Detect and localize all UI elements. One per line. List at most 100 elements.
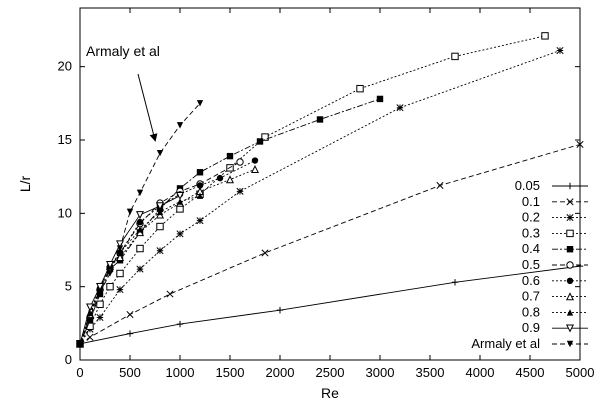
legend-label: 0.5 [522, 257, 540, 272]
x-tick-label: 1000 [166, 365, 195, 380]
legend-marker [566, 182, 574, 190]
data-point [136, 218, 144, 226]
data-point [95, 282, 105, 291]
legend-marker [566, 198, 574, 206]
legend-item: 0.7 [522, 289, 588, 304]
data-point [356, 84, 364, 93]
data-point [196, 182, 204, 189]
series-line [79, 50, 561, 345]
series-line [79, 160, 256, 345]
data-point [116, 269, 124, 278]
data-point [176, 320, 184, 328]
data-point [155, 202, 165, 211]
data-point [126, 310, 134, 319]
data-point [116, 245, 124, 252]
legend-label: 0.2 [522, 210, 540, 225]
data-point [126, 330, 134, 337]
data-point [251, 157, 259, 164]
y-tick-label: 0 [65, 352, 72, 367]
data-point [196, 100, 204, 107]
legend-item: Armaly et al [471, 336, 588, 351]
legend-label: 0.4 [522, 241, 540, 256]
data-point [376, 95, 384, 103]
legend-marker [566, 277, 574, 284]
data-point [196, 169, 204, 176]
series-5 [76, 95, 384, 348]
data-point [316, 116, 324, 123]
data-point [236, 187, 244, 195]
data-point [166, 290, 174, 298]
data-point [176, 198, 184, 205]
legend-label: 0.6 [522, 273, 540, 288]
legend-item: 0.3 [522, 225, 588, 240]
legend-item: 0.1 [522, 194, 588, 209]
annotation-arrow [137, 73, 158, 142]
x-tick-label: 1500 [216, 365, 245, 380]
data-point [156, 247, 164, 255]
y-tick-label: 15 [58, 132, 72, 147]
data-point [576, 140, 584, 148]
y-axis-label: L/r [17, 175, 33, 192]
legend-marker [566, 229, 574, 238]
data-point [96, 300, 104, 308]
data-point [76, 340, 84, 348]
y-tick-label: 10 [58, 205, 72, 220]
legend-marker [566, 261, 574, 269]
data-point [451, 279, 459, 286]
series-11 [76, 100, 204, 348]
legend-marker [565, 324, 575, 333]
legend-item: 0.05 [515, 178, 588, 193]
legend-marker [566, 340, 574, 348]
series-3 [76, 46, 564, 348]
x-tick-label: 0 [76, 365, 83, 380]
data-point [175, 192, 185, 201]
data-point [451, 52, 459, 61]
legend-item: 0.9 [522, 320, 588, 335]
data-point [436, 181, 444, 190]
x-tick-label: 3500 [416, 365, 445, 380]
legend-label: 0.9 [522, 320, 540, 335]
data-point [196, 192, 204, 199]
legend-item: 0.6 [522, 273, 588, 288]
data-point [216, 174, 224, 182]
legend-label: 0.05 [515, 178, 540, 193]
data-point [86, 317, 94, 324]
data-point [96, 313, 104, 322]
data-point [226, 152, 234, 160]
x-tick-label: 3000 [366, 365, 395, 380]
data-point [126, 208, 134, 216]
data-point [196, 217, 204, 225]
series-line [79, 103, 201, 345]
data-point [250, 165, 260, 174]
series-line [79, 143, 581, 345]
data-point [86, 333, 94, 341]
legend-item: 0.5 [522, 257, 588, 272]
series-line [79, 161, 241, 345]
series-line [79, 195, 181, 344]
series-1 [76, 262, 584, 348]
y-tick-label: 20 [58, 59, 72, 74]
legend-marker [565, 292, 575, 301]
legend-label: 0.8 [522, 304, 540, 319]
x-axis-label: Re [321, 385, 339, 401]
data-point [135, 211, 145, 220]
data-point [256, 138, 264, 145]
series-line [79, 98, 381, 345]
legend-marker [566, 246, 574, 253]
data-point [116, 286, 124, 294]
data-point [156, 222, 164, 231]
data-point [176, 230, 184, 238]
legend-item: 0.2 [522, 210, 588, 225]
legend-item: 0.8 [522, 304, 588, 319]
data-point [276, 306, 284, 314]
data-point [176, 122, 184, 129]
data-point [106, 270, 114, 277]
legend-label: Armaly et al [471, 336, 540, 351]
series-line [79, 265, 581, 345]
x-tick-label: 4500 [516, 365, 545, 380]
data-point [225, 175, 235, 184]
data-point [136, 265, 144, 273]
annotation-label: Armaly et al [86, 43, 160, 59]
x-tick-label: 2000 [266, 365, 295, 380]
